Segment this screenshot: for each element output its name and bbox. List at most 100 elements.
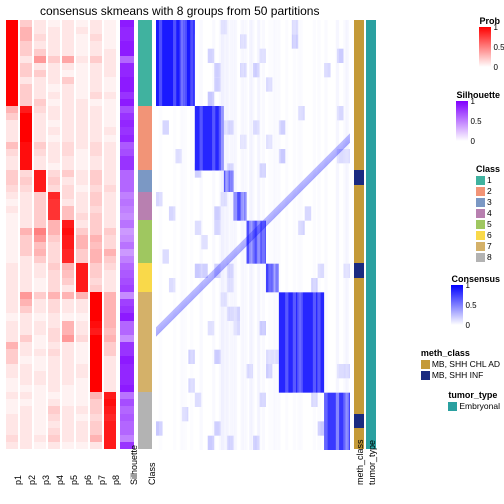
class-cell [138, 371, 152, 378]
class-cell [138, 84, 152, 91]
tumor-cell [366, 99, 376, 106]
prob-cell [104, 120, 116, 127]
prob-cell [62, 113, 74, 120]
prob-cell [34, 34, 46, 41]
prob-cell [76, 192, 88, 199]
prob-cell [6, 177, 18, 184]
tumor-cell [366, 63, 376, 70]
prob-cell [48, 120, 60, 127]
meth-cell [354, 34, 364, 41]
x-label-tumor: tumor_type [367, 484, 377, 485]
tumor-type-column [366, 20, 376, 450]
tumor-cell [366, 235, 376, 242]
class-cell [138, 242, 152, 249]
prob-cell [34, 335, 46, 342]
class-cell [138, 270, 152, 277]
prob-cell [76, 120, 88, 127]
prob-cell [76, 285, 88, 292]
class-cell [138, 92, 152, 99]
tumor-cell [366, 263, 376, 270]
prob-cell [76, 27, 88, 34]
prob-cell [20, 414, 32, 421]
sil-cell [120, 356, 134, 363]
meth-cell [354, 313, 364, 320]
prob-cell [48, 414, 60, 421]
meth-cell [354, 142, 364, 149]
prob-cell [90, 313, 102, 320]
prob-cell [34, 428, 46, 435]
class-cell [138, 292, 152, 299]
class-cell [138, 435, 152, 442]
tumor-cell [366, 185, 376, 192]
class-cell [138, 34, 152, 41]
prob-cell [48, 49, 60, 56]
prob-cell [20, 364, 32, 371]
prob-cell [62, 335, 74, 342]
prob-cell [90, 364, 102, 371]
prob-cell [48, 263, 60, 270]
prob-cell [6, 414, 18, 421]
prob-cell [104, 20, 116, 27]
meth-cell [354, 77, 364, 84]
sil-cell [120, 256, 134, 263]
prob-cell [20, 235, 32, 242]
meth-cell [354, 127, 364, 134]
prob-cell [76, 335, 88, 342]
prob-cell [90, 406, 102, 413]
prob-cell [20, 328, 32, 335]
prob-cell [104, 99, 116, 106]
prob-cell [20, 213, 32, 220]
prob-cell [76, 185, 88, 192]
prob-cell [90, 113, 102, 120]
prob-cell [104, 285, 116, 292]
prob-cell [62, 27, 74, 34]
x-label-p8: p8 [111, 484, 121, 485]
prob-cell [20, 192, 32, 199]
prob-cell [20, 92, 32, 99]
class-cell [138, 414, 152, 421]
sil-cell [120, 278, 134, 285]
prob-cell [104, 435, 116, 442]
prob-cell [104, 77, 116, 84]
prob-cell [20, 392, 32, 399]
meth-cell [354, 163, 364, 170]
prob-cell [90, 385, 102, 392]
class-cell [138, 442, 152, 449]
prob-cell [6, 163, 18, 170]
prob-cell [90, 292, 102, 299]
prob-cell [104, 399, 116, 406]
prob-cell [90, 299, 102, 306]
sil-cell [120, 142, 134, 149]
prob-cell [76, 77, 88, 84]
prob-cell [6, 249, 18, 256]
prob-cell [6, 192, 18, 199]
prob-cell [48, 335, 60, 342]
prob-cell [48, 442, 60, 449]
prob-cell [6, 56, 18, 63]
prob-cell [34, 342, 46, 349]
prob-cell [6, 270, 18, 277]
prob-cell [62, 428, 74, 435]
heatmap-body [6, 20, 376, 450]
prob-cell [104, 313, 116, 320]
class-cell [138, 321, 152, 328]
prob-cell [6, 285, 18, 292]
sil-cell [120, 106, 134, 113]
meth-cell [354, 99, 364, 106]
prob-cell [62, 70, 74, 77]
class-cell [138, 199, 152, 206]
meth-cell [354, 299, 364, 306]
prob-cell [6, 321, 18, 328]
prob-cell [34, 213, 46, 220]
prob-cell [34, 270, 46, 277]
tumor-cell [366, 428, 376, 435]
prob-cell [6, 99, 18, 106]
prob-cell [76, 92, 88, 99]
meth-cell [354, 399, 364, 406]
class-cell [138, 185, 152, 192]
prob-cell [90, 321, 102, 328]
prob-cell [90, 177, 102, 184]
prob-cell [48, 256, 60, 263]
tumor-cell [366, 292, 376, 299]
prob-cell [104, 56, 116, 63]
